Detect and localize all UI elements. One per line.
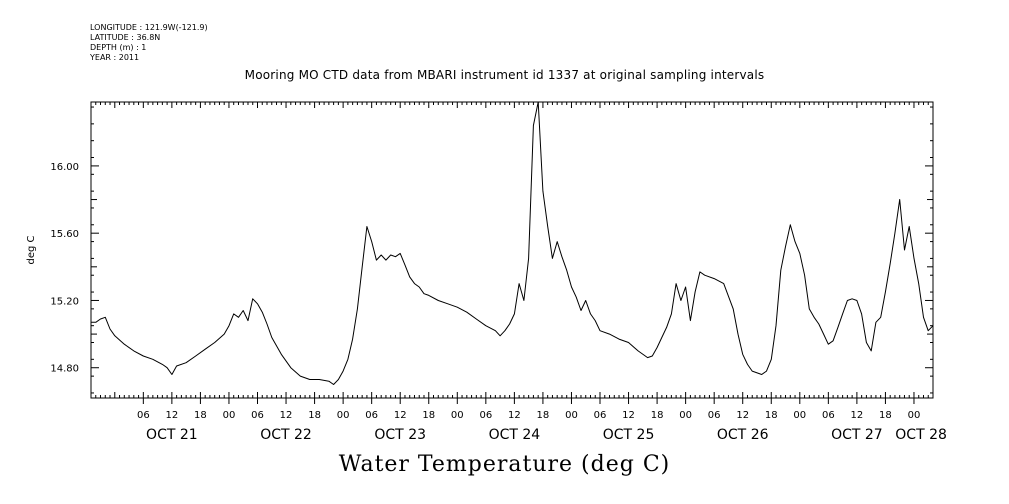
longitude-text: LONGITUDE : 121.9W(-121.9) (90, 23, 208, 32)
x-day-label: OCT 27 (831, 427, 883, 443)
minor-tick-marks (90, 102, 934, 398)
x-hour-label: 18 (537, 410, 550, 421)
x-hour-label: 00 (908, 410, 921, 421)
plot-frame (90, 101, 934, 399)
metadata-block: LONGITUDE : 121.9W(-121.9) LATITUDE : 36… (90, 23, 208, 63)
x-day-label: OCT 26 (717, 427, 769, 443)
x-hour-label: 06 (251, 410, 264, 421)
x-hour-label: 00 (565, 410, 578, 421)
y-tick-label: 14.80 (50, 364, 79, 375)
x-hour-label: 18 (308, 410, 321, 421)
x-day-label: OCT 28 (895, 427, 947, 443)
x-hour-label: 00 (451, 410, 464, 421)
x-hour-label: 06 (365, 410, 378, 421)
year-text: YEAR : 2011 (90, 53, 140, 62)
x-hour-label: 18 (194, 410, 207, 421)
y-tick-label: 15.20 (50, 296, 79, 307)
x-hour-label: 12 (736, 410, 749, 421)
x-day-label: OCT 24 (489, 427, 541, 443)
y-tick-label: 16.00 (50, 162, 79, 173)
x-hour-label: 12 (851, 410, 864, 421)
y-tick-label: 15.60 (50, 229, 79, 240)
x-hour-label: 06 (708, 410, 721, 421)
x-hour-label: 00 (223, 410, 236, 421)
x-hour-label: 00 (679, 410, 692, 421)
x-hour-label: 18 (765, 410, 778, 421)
x-hour-label: 18 (879, 410, 892, 421)
x-hour-label: 18 (422, 410, 435, 421)
chart-title: Mooring MO CTD data from MBARI instrumen… (244, 68, 765, 82)
water-temperature-line (91, 101, 934, 385)
x-hour-label: 06 (479, 410, 492, 421)
x-hour-label: 12 (394, 410, 407, 421)
x-day-label: OCT 23 (374, 427, 426, 443)
x-hour-label: 06 (822, 410, 835, 421)
y-axis: 14.80 15.20 15.60 16.00 (50, 162, 933, 375)
x-axis: 06 12 18 00 06 12 18 00 06 12 18 00 06 12 18 00 06 12 18 00… (137, 398, 947, 443)
x-day-label: OCT 21 (146, 427, 198, 443)
x-day-label: OCT 25 (603, 427, 655, 443)
x-hour-label: 12 (508, 410, 521, 421)
x-hour-label: 00 (337, 410, 350, 421)
x-hour-label: 12 (166, 410, 179, 421)
x-hour-label: 00 (793, 410, 806, 421)
depth-text: DEPTH (m) : 1 (90, 43, 147, 52)
latitude-text: LATITUDE : 36.8N (90, 33, 161, 42)
x-axis-label: Water Temperature (deg C) (338, 452, 671, 477)
x-hour-label: 12 (280, 410, 293, 421)
x-hour-label: 06 (137, 410, 150, 421)
x-hour-label: 12 (622, 410, 635, 421)
y-axis-label: deg C (26, 235, 37, 264)
x-day-label: OCT 22 (260, 427, 312, 443)
x-hour-label: 18 (651, 410, 664, 421)
x-hour-label: 06 (594, 410, 607, 421)
